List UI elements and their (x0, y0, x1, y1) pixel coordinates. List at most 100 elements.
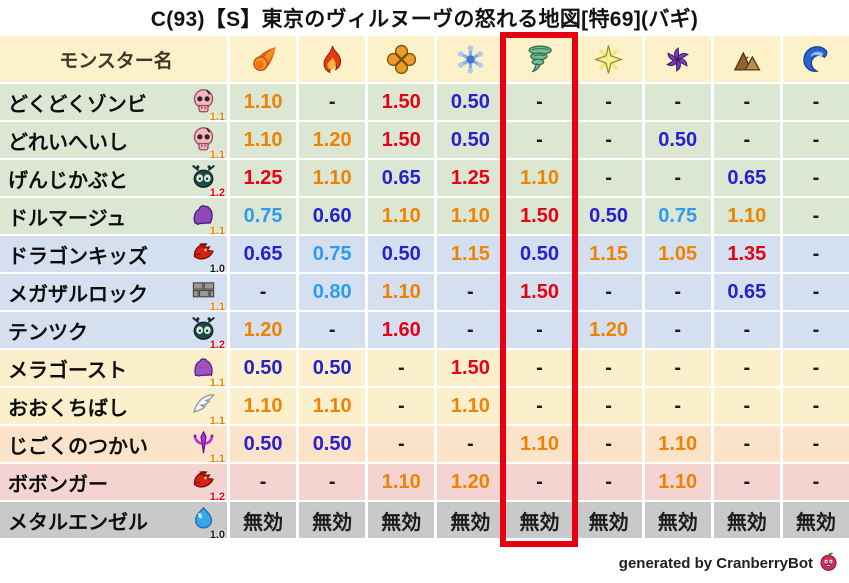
resistance-cell: 0.75 (230, 198, 297, 234)
pinwheel-icon (666, 46, 690, 72)
table-row: ドラゴンキッズ 1.0 0.65 0.75 0.50 1.15 0.50 1.15 1.05 1.… (0, 236, 849, 275)
resistance-cell: 無効 (299, 502, 366, 538)
resistance-cell: 無効 (782, 502, 849, 538)
dragon-icon (193, 243, 215, 260)
table-row: じごくのつかい 1.1 0.50 0.50- -1.10-1.10- - (0, 426, 849, 465)
resistance-cell: 1.10 (713, 198, 780, 234)
resistance-cell: - (506, 84, 573, 120)
resistance-cell: - (782, 84, 849, 120)
resistance-cell: - (782, 122, 849, 158)
resistance-cell: - (575, 388, 642, 424)
credit-text: generated by CranberryBot (618, 555, 813, 572)
multiplier-badge: 1.1 (209, 111, 225, 123)
table-row: どくどくゾンビ 1.1 1.10-1.50 0.50- - - - - (0, 84, 849, 123)
resistance-cell: 無効 (506, 502, 573, 538)
resistance-cell: - (368, 426, 435, 462)
resistance-cell: 1.10 (506, 426, 573, 462)
resistance-table: モンスター名 どくどくゾンビ 1.1 1.10-1.50 0.50- - - - - どれいへい… (0, 36, 849, 541)
resistance-cell: - (713, 350, 780, 386)
skull-icon (193, 89, 214, 113)
table-header-row: モンスター名 (0, 36, 849, 82)
resistance-cell: - (782, 160, 849, 196)
resistance-cell: 無効 (437, 502, 504, 538)
monster-icon-wrap: 1.1 (187, 199, 225, 237)
table-body: どくどくゾンビ 1.1 1.10-1.50 0.50- - - - - どれいへいし 1.1 1.1… (0, 84, 849, 541)
resistance-cell: - (437, 312, 504, 348)
wave-icon (803, 45, 828, 72)
monster-icon-wrap: 1.0 (187, 503, 225, 541)
resistance-cell: 1.10 (437, 198, 504, 234)
resistance-cell: 1.50 (368, 122, 435, 158)
brick-icon (192, 282, 215, 298)
resistance-cell: 0.50 (437, 122, 504, 158)
column-header-tornado-icon (506, 36, 573, 82)
monster-name-header-cell: モンスター名 (0, 36, 227, 82)
resistance-cell: - (506, 312, 573, 348)
monster-icon-wrap: 1.1 (187, 351, 225, 389)
shadow-icon (193, 205, 213, 226)
resistance-cell: - (713, 122, 780, 158)
explosion-icon (386, 44, 416, 74)
resistance-cell: - (299, 464, 366, 500)
table-row: ドルマージュ 1.1 0.75 0.60 1.10 1.10 1.50 0.50 0.75 1.1… (0, 198, 849, 237)
resistance-cell: 1.10 (299, 160, 366, 196)
beetle-icon (192, 316, 215, 340)
cranberry-icon (818, 551, 839, 576)
resistance-cell: 0.50 (437, 84, 504, 120)
resistance-cell: 1.05 (644, 236, 711, 272)
cranberry-icon (820, 552, 837, 571)
resistance-cell: 1.10 (644, 464, 711, 500)
resistance-cell: 1.50 (506, 274, 573, 310)
resistance-cell: - (782, 464, 849, 500)
resistance-cell: 1.20 (230, 312, 297, 348)
resistance-cell: 無効 (713, 502, 780, 538)
table-row: メラゴースト 1.1 0.50 0.50-1.50- - - - - (0, 350, 849, 389)
resistance-cell: - (782, 426, 849, 462)
resistance-cell: - (437, 426, 504, 462)
resistance-cell: 1.10 (230, 122, 297, 158)
column-header-explosion-icon (368, 36, 435, 82)
resistance-cell: 0.50 (644, 122, 711, 158)
monster-name: ドラゴンキッズ (8, 245, 148, 268)
table-row: どれいへいし 1.1 1.10 1.20 1.50 0.50- -0.50- - (0, 122, 849, 161)
monster-name-cell: じごくのつかい 1.1 (0, 426, 227, 465)
resistance-cell: 1.25 (230, 160, 297, 196)
resistance-cell: 1.50 (506, 198, 573, 234)
resistance-cell: - (230, 464, 297, 500)
monster-name: おおくちばし (8, 397, 128, 420)
resistance-cell: 1.10 (644, 426, 711, 462)
monster-name-cell: メガザルロック 1.1 (0, 274, 227, 313)
table-row: おおくちばし 1.1 1.10 1.10-1.10- - - - - (0, 388, 849, 427)
table-row: げんじかぶと 1.2 1.25 1.10 0.65 1.25 1.10- -0.65- (0, 160, 849, 199)
resistance-cell: 1.20 (575, 312, 642, 348)
resistance-cell: 1.50 (437, 350, 504, 386)
resistance-cell: - (575, 426, 642, 462)
resistance-cell: - (644, 160, 711, 196)
multiplier-badge: 1.1 (209, 301, 225, 313)
beetle-icon (192, 164, 215, 188)
multiplier-badge: 1.0 (209, 263, 225, 275)
wing-icon (192, 394, 215, 413)
resistance-cell: - (299, 84, 366, 120)
monster-name: げんじかぶと (8, 169, 128, 192)
monster-icon-wrap: 1.2 (187, 161, 225, 199)
resistance-cell: 0.75 (299, 236, 366, 272)
monster-icon-wrap: 1.1 (187, 427, 225, 465)
table-row: メタルエンゼル 1.0 無効 無効 無効 無効 無効 無効 無効 無効 無効 (0, 502, 849, 541)
resistance-cell: 0.65 (230, 236, 297, 272)
resistance-cell: 0.50 (506, 236, 573, 272)
resistance-cell: - (575, 464, 642, 500)
resistance-cell: - (644, 274, 711, 310)
resistance-cell: - (782, 312, 849, 348)
resistance-cell: 0.50 (299, 426, 366, 462)
resistance-cell: 無効 (575, 502, 642, 538)
resistance-cell: - (506, 388, 573, 424)
page-title: C(93)【S】東京のヴィルヌーヴの怒れる地図[特69](バギ) (150, 8, 699, 31)
resistance-cell: - (506, 464, 573, 500)
resistance-cell: 1.50 (368, 84, 435, 120)
resistance-cell: - (644, 312, 711, 348)
resistance-cell: - (782, 274, 849, 310)
resistance-cell: - (644, 84, 711, 120)
resistance-cell: - (506, 122, 573, 158)
monster-name-cell: テンツク 1.2 (0, 312, 227, 351)
